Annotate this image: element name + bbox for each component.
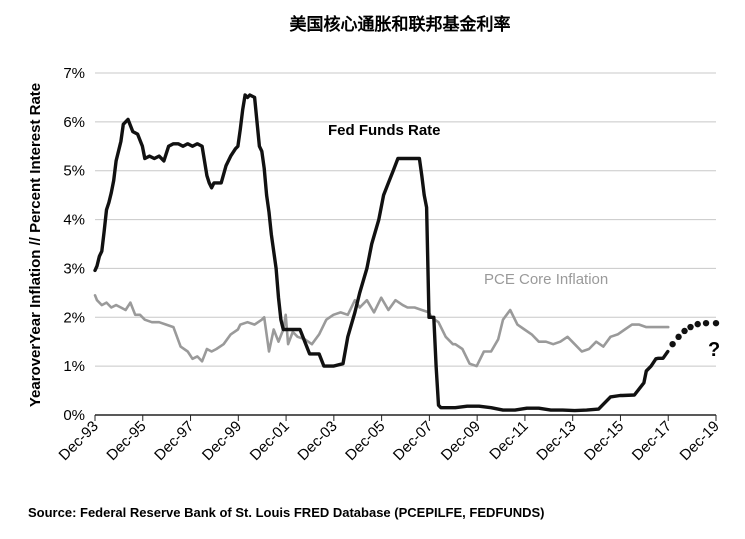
- x-tick-label: Dec-97: [151, 418, 197, 464]
- y-tick-label: 6%: [63, 114, 85, 131]
- source-note: Source: Federal Reserve Bank of St. Loui…: [28, 505, 545, 520]
- y-axis-ticks: 0% 1% 2% 3% 4% 5% 6% 7%: [63, 65, 85, 424]
- series-layer: [93, 93, 720, 413]
- fed-funds-series-label: Fed Funds Rate: [328, 122, 441, 139]
- x-tick-label: Dec-93: [56, 418, 102, 464]
- x-tick-label: Dec-05: [342, 418, 388, 464]
- x-tick-label: Dec-13: [533, 418, 579, 464]
- x-tick-label: Dec-17: [629, 418, 675, 464]
- projection-dot: [681, 327, 688, 335]
- pce-core-line: [93, 294, 670, 368]
- x-tick-label: Dec-09: [438, 418, 484, 464]
- x-tick-label: Dec-11: [486, 418, 531, 463]
- x-tick-label: Dec-95: [103, 418, 149, 464]
- fed-funds-line: [93, 93, 670, 413]
- gridlines: [95, 72, 716, 416]
- y-tick-label: 7%: [63, 65, 85, 82]
- projection-dot: [694, 320, 701, 328]
- projection-dot: [687, 323, 694, 331]
- y-tick-label: 2%: [63, 309, 85, 326]
- pce-series-label: PCE Core Inflation: [484, 271, 608, 288]
- projection-dot: [675, 333, 682, 341]
- x-tick-label: Dec-03: [294, 418, 340, 464]
- x-tick-label: Dec-07: [390, 418, 436, 464]
- x-tick-label: Dec-19: [677, 418, 723, 464]
- question-mark-annotation: ?: [708, 339, 720, 361]
- chart-title: 美国核心通胀和联邦基金利率: [290, 14, 511, 35]
- y-tick-label: 1%: [63, 358, 85, 375]
- x-tick-label: Dec-99: [199, 418, 245, 464]
- y-tick-label: 3%: [63, 260, 85, 277]
- projection-dot: [669, 340, 676, 348]
- y-tick-label: 4%: [63, 212, 85, 229]
- x-tick-label: Dec-01: [247, 418, 293, 464]
- y-tick-label: 0%: [63, 407, 85, 424]
- x-axis-ticks: Dec-93 Dec-95 Dec-97 Dec-99 Dec-01 Dec-03 Dec-…: [56, 415, 723, 464]
- x-tick-label: Dec-15: [581, 418, 627, 464]
- projection-dot: [702, 319, 710, 327]
- projection-dot: [712, 319, 720, 327]
- y-axis-label: YearoverYear Inflation // Percent Intere…: [27, 83, 44, 407]
- y-tick-label: 5%: [63, 163, 85, 180]
